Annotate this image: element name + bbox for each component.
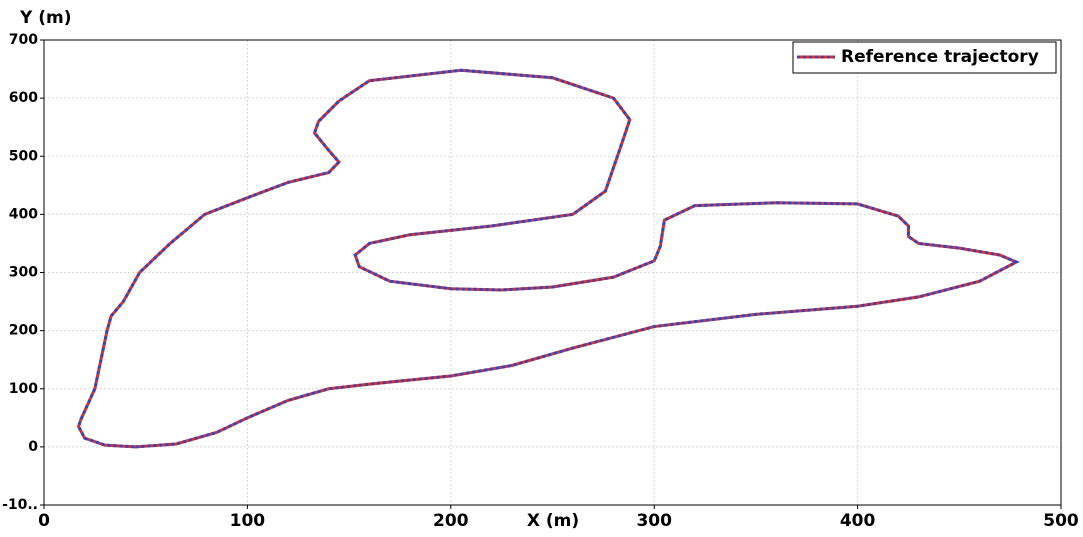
y-tick-label: 600 xyxy=(9,90,38,106)
y-tick-label: 700 xyxy=(9,32,38,48)
y-axis-label: Y (m) xyxy=(19,8,71,28)
trajectory-line-dash xyxy=(76,68,1020,449)
x-tick-label: 0 xyxy=(38,511,50,531)
y-tick-label: 100 xyxy=(9,381,38,397)
legend-label: Reference trajectory xyxy=(841,47,1039,67)
y-tick-label: 300 xyxy=(9,265,38,281)
x-tick-label: 100 xyxy=(230,511,266,531)
y-tick-label: 200 xyxy=(9,323,38,339)
x-axis-label: X (m) xyxy=(527,511,579,531)
legend-box xyxy=(792,41,1057,74)
y-tick-label: 0 xyxy=(28,439,38,455)
y-tick-label: -10.. xyxy=(2,497,38,513)
x-tick-label: 400 xyxy=(840,511,876,531)
y-tick-label: 500 xyxy=(9,148,38,164)
x-tick-label: 500 xyxy=(1043,511,1079,531)
x-tick-label: 300 xyxy=(636,511,672,531)
plot-frame xyxy=(43,39,1062,506)
y-tick-label: 400 xyxy=(9,206,38,222)
trajectory-line xyxy=(76,68,1020,449)
x-tick-label: 200 xyxy=(433,511,469,531)
